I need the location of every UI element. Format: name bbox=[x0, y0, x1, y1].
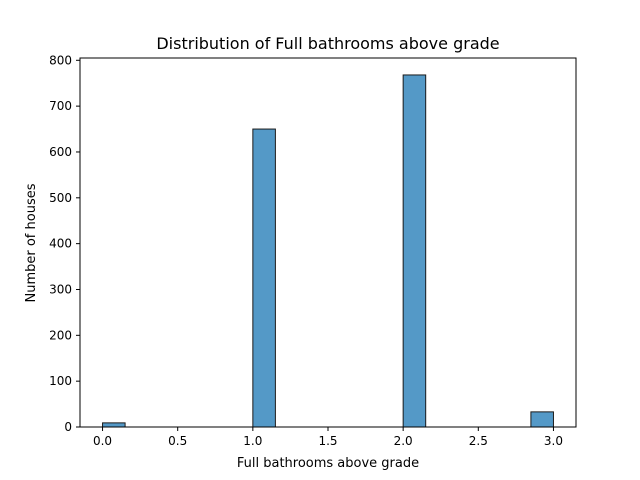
y-axis-label: Number of houses bbox=[24, 183, 39, 302]
y-tick-label: 700 bbox=[49, 99, 72, 113]
x-tick-label: 3.0 bbox=[544, 434, 563, 448]
y-tick-label: 600 bbox=[49, 145, 72, 159]
histogram-bar-0 bbox=[102, 422, 126, 428]
y-tick-label: 200 bbox=[49, 328, 72, 342]
x-tick-label: 0.5 bbox=[168, 434, 187, 448]
x-axis: 0.0 0.5 1.0 1.5 2.0 2.5 3.0 bbox=[93, 427, 563, 448]
x-axis-label: Full bathrooms above grade bbox=[237, 456, 419, 471]
y-tick-label: 800 bbox=[49, 53, 72, 67]
x-tick-label: 2.0 bbox=[394, 434, 413, 448]
y-axis: 0 100 200 300 400 500 600 700 800 bbox=[49, 53, 80, 434]
chart-title: Distribution of Full bathrooms above gra… bbox=[156, 34, 499, 53]
y-tick-label: 300 bbox=[49, 282, 72, 296]
y-tick-label: 0 bbox=[64, 420, 72, 434]
x-tick-label: 1.0 bbox=[243, 434, 262, 448]
y-tick-label: 100 bbox=[49, 374, 72, 388]
plot-frame bbox=[79, 57, 577, 428]
y-tick-label: 500 bbox=[49, 191, 72, 205]
x-tick-label: 1.5 bbox=[318, 434, 337, 448]
histogram-bar-1 bbox=[252, 128, 276, 428]
bars-group bbox=[102, 74, 554, 428]
histogram-bar-2 bbox=[402, 74, 427, 428]
x-tick-label: 0.0 bbox=[93, 434, 112, 448]
y-tick-label: 400 bbox=[49, 237, 72, 251]
histogram-bar-3 bbox=[530, 411, 554, 428]
x-tick-label: 2.5 bbox=[469, 434, 488, 448]
